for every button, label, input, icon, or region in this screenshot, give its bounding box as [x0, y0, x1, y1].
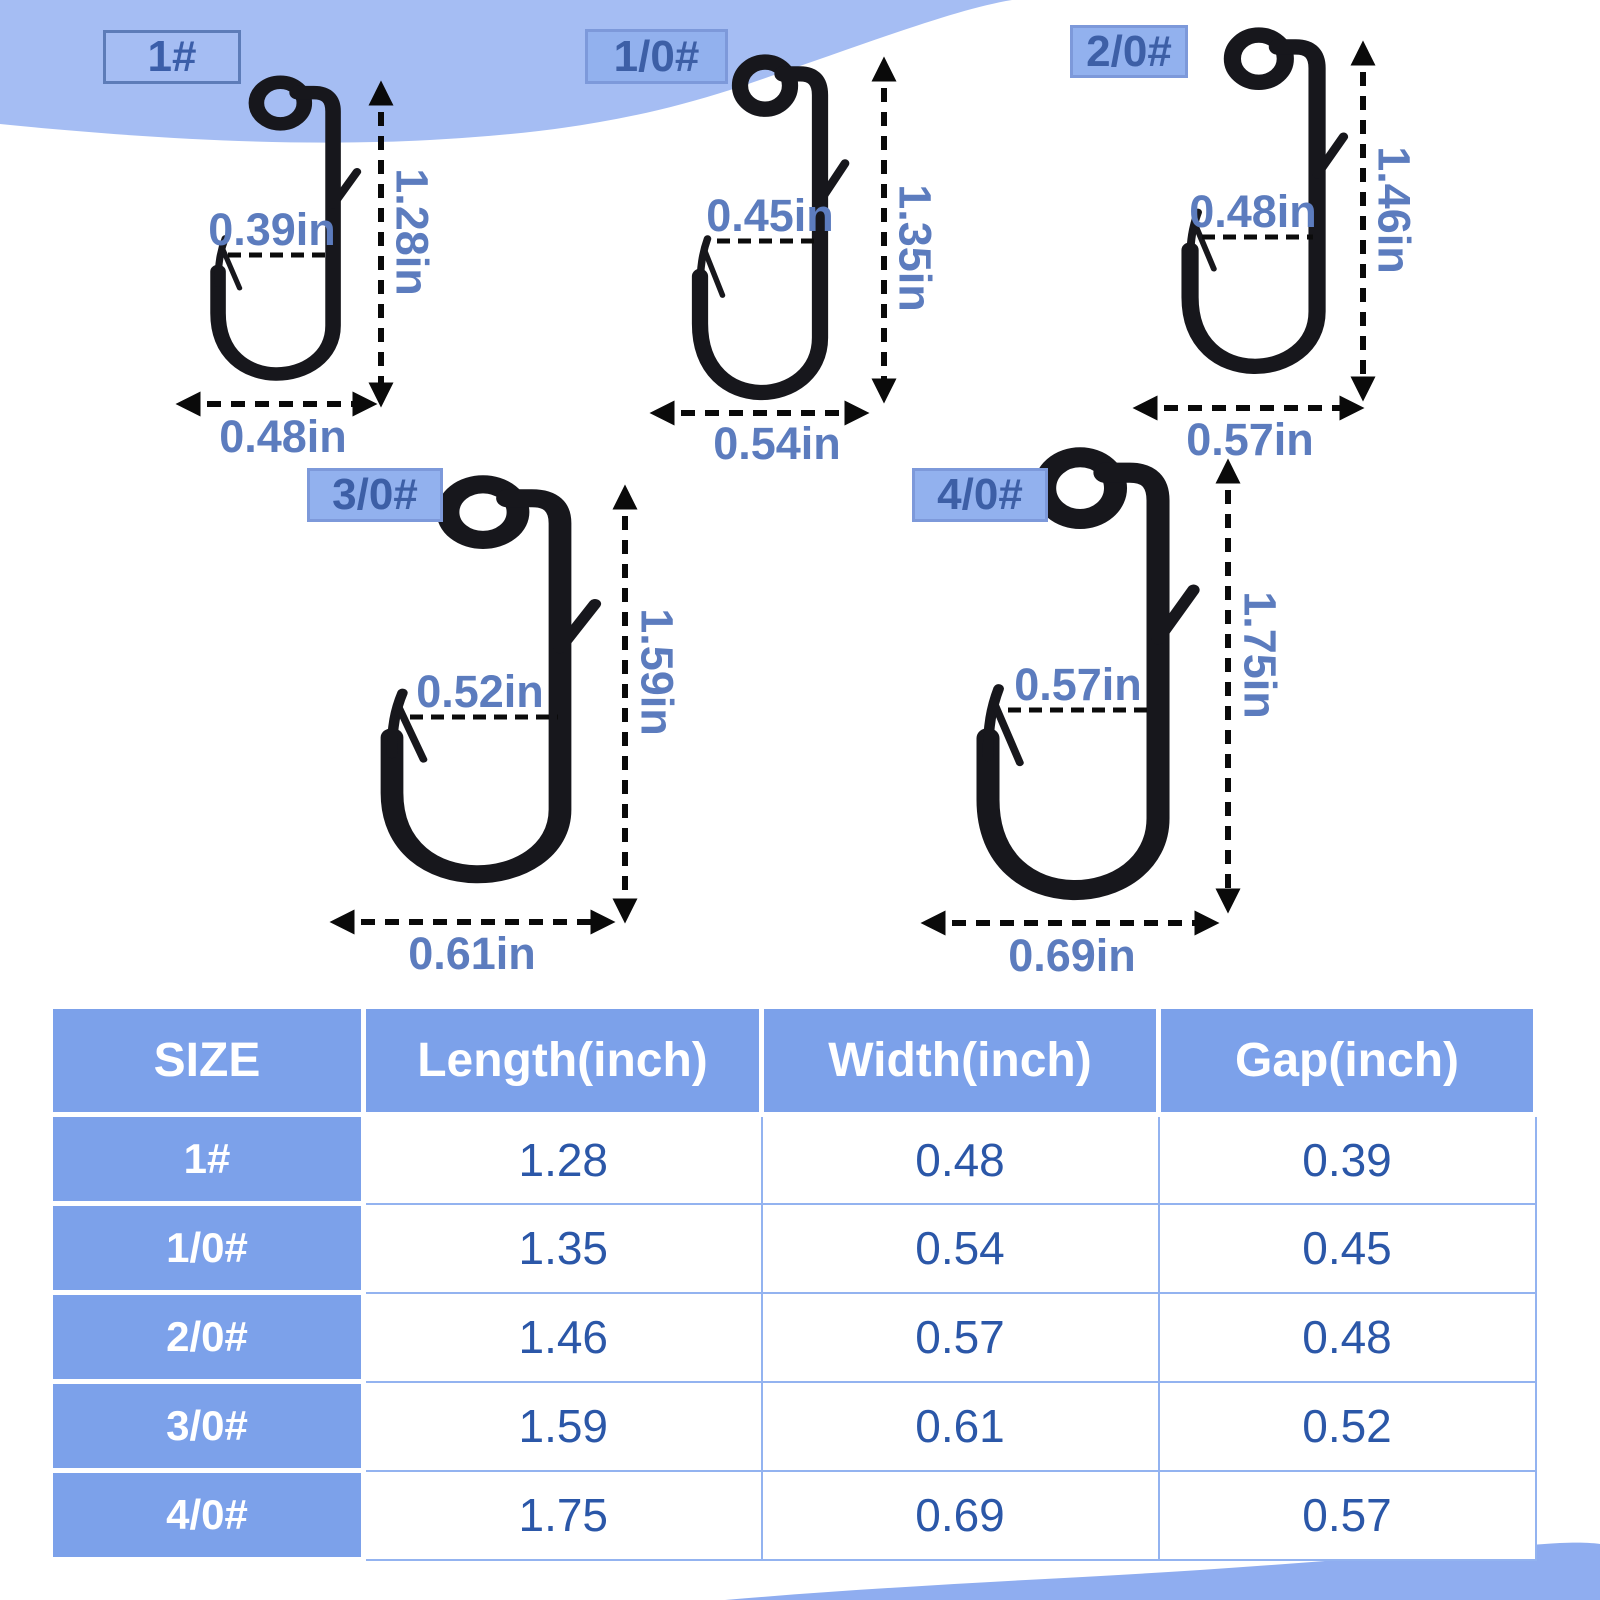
gap-dimension-label: 0.45in: [706, 190, 834, 241]
row-length-cell: 1.46: [362, 1291, 763, 1383]
hook-figure-1: 0.39in 1.28in 0.48in: [175, 82, 438, 462]
row-length-cell: 1.75: [362, 1469, 763, 1561]
row-size-cell: 1/0#: [48, 1201, 366, 1295]
table-header-row: SIZE Length(inch) Width(inch) Gap(inch): [48, 1004, 1538, 1117]
size-spec-table: SIZE Length(inch) Width(inch) Gap(inch) …: [48, 1004, 1538, 1562]
row-size-cell: 3/0#: [48, 1379, 366, 1473]
hook-figure-4: 0.52in 1.59in 0.61in: [329, 484, 683, 979]
row-width-cell: 0.54: [760, 1202, 1160, 1294]
row-width-cell: 0.69: [760, 1469, 1160, 1561]
row-width-cell: 0.61: [760, 1380, 1160, 1472]
width-dimension-label: 0.69in: [1008, 930, 1136, 981]
row-length-cell: 1.28: [362, 1113, 763, 1205]
row-size-cell: 2/0#: [48, 1290, 366, 1384]
length-dimension-label: 1.28in: [387, 168, 438, 296]
row-length-cell: 1.35: [362, 1202, 763, 1294]
table-row: 2/0# 1.46 0.57 0.48: [48, 1290, 1537, 1384]
column-header-width: Width(inch): [759, 1004, 1161, 1117]
gap-dimension-label: 0.52in: [416, 666, 544, 717]
size-badge-1: 1#: [103, 30, 241, 84]
table-row: 1# 1.28 0.48 0.39: [48, 1112, 1537, 1206]
size-badge-2-0: 2/0#: [1070, 25, 1188, 78]
width-dimension-label: 0.61in: [408, 928, 536, 979]
size-badge-4-0: 4/0#: [912, 468, 1048, 522]
column-header-length: Length(inch): [361, 1004, 764, 1117]
row-gap-cell: 0.45: [1157, 1202, 1537, 1294]
gap-dimension-label: 0.39in: [208, 204, 336, 255]
row-gap-cell: 0.48: [1157, 1291, 1537, 1383]
row-size-cell: 4/0#: [48, 1468, 366, 1562]
table-row: 3/0# 1.59 0.61 0.52: [48, 1379, 1537, 1473]
row-gap-cell: 0.52: [1157, 1380, 1537, 1472]
row-length-cell: 1.59: [362, 1380, 763, 1472]
length-dimension-label: 1.46in: [1369, 146, 1420, 274]
row-size-cell: 1#: [48, 1112, 366, 1206]
row-gap-cell: 0.57: [1157, 1469, 1537, 1561]
hook-figure-5: 0.57in 1.75in 0.69in: [920, 457, 1286, 981]
size-badge-1-0: 1/0#: [585, 29, 728, 84]
gap-dimension-label: 0.57in: [1014, 659, 1142, 710]
size-badge-3-0: 3/0#: [307, 468, 443, 522]
hook-figure-3: 0.48in 1.46in 0.57in: [1132, 35, 1420, 465]
length-dimension-label: 1.75in: [1235, 591, 1286, 719]
gap-dimension-label: 0.48in: [1189, 186, 1317, 237]
width-dimension-label: 0.57in: [1186, 414, 1314, 465]
table-row: 1/0# 1.35 0.54 0.45: [48, 1201, 1537, 1295]
length-dimension-label: 1.35in: [890, 184, 941, 312]
table-row: 4/0# 1.75 0.69 0.57: [48, 1468, 1537, 1562]
width-dimension-label: 0.48in: [219, 411, 347, 462]
row-width-cell: 0.57: [760, 1291, 1160, 1383]
width-dimension-label: 0.54in: [713, 418, 841, 469]
column-header-size: SIZE: [48, 1004, 366, 1117]
hook-figure-2: 0.45in 1.35in 0.54in: [649, 62, 941, 469]
row-width-cell: 0.48: [760, 1113, 1160, 1205]
column-header-gap: Gap(inch): [1156, 1004, 1538, 1117]
length-dimension-label: 1.59in: [632, 608, 683, 736]
row-gap-cell: 0.39: [1157, 1113, 1537, 1205]
